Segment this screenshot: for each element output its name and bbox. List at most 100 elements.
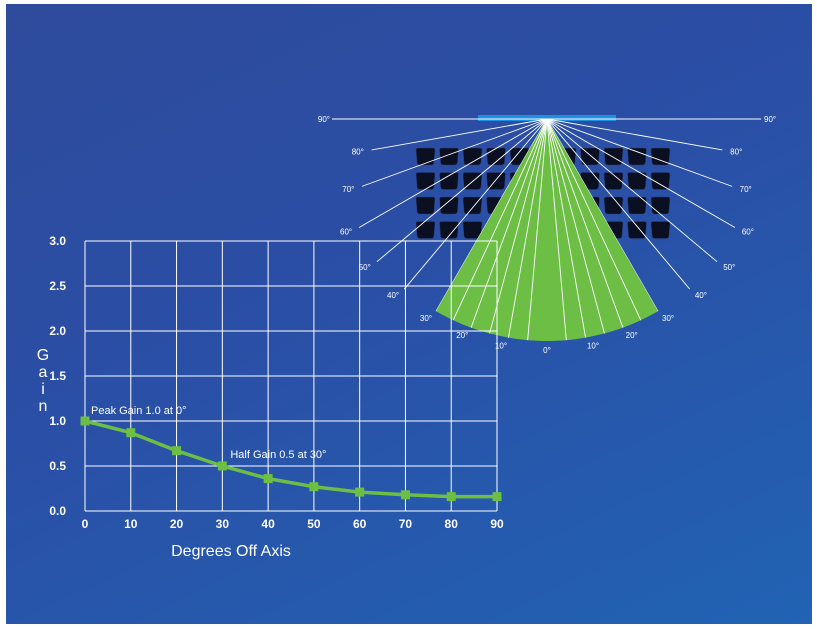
seat: [415, 172, 436, 190]
angle-label-left: 90°: [318, 115, 330, 124]
x-tick-label: 90: [490, 517, 504, 531]
y-tick-label: 2.0: [49, 324, 66, 338]
y-axis-label-letter: n: [39, 398, 48, 415]
seat: [627, 172, 647, 190]
coverage-diagram: 90° 90° 80° 80° 70° 70° 60° 60° 50° 50° 40° 40° 30° 3…: [318, 115, 776, 355]
coverage-fan: [436, 119, 658, 341]
data-point: [446, 492, 456, 502]
seat: [603, 196, 624, 215]
x-tick-label: 50: [307, 517, 321, 531]
angle-label-left: 50°: [359, 263, 371, 272]
angle-label-right: 60°: [742, 228, 754, 237]
y-tick-label: 0.5: [49, 459, 66, 473]
gain-chart: 0.0 0.5 1.0 1.5 2.0 2.5 3.0 0 10 20 30 40 50 60 70 80 9…: [37, 234, 504, 560]
fan-ray: [489, 118, 548, 334]
angle-label-left: 60°: [340, 228, 352, 237]
data-point: [400, 490, 410, 500]
data-point: [80, 416, 90, 426]
seat: [486, 172, 506, 190]
gain-series: [80, 416, 502, 502]
seat: [650, 196, 671, 215]
y-axis-label-letter: i: [41, 381, 45, 398]
annotation-half-gain: Half Gain 0.5 at 30°: [230, 449, 326, 461]
x-axis-label: Degrees Off Axis: [171, 543, 291, 560]
canvas: 90° 90° 80° 80° 70° 70° 60° 60° 50° 50° 40° 40° 30° 3…: [6, 4, 812, 624]
seat: [439, 147, 459, 166]
fan-ray: [546, 118, 567, 341]
speaker-bar: [478, 115, 616, 121]
seat: [415, 196, 436, 215]
angle-label-left: 30°: [420, 314, 432, 323]
data-point: [172, 446, 182, 456]
y-axis-label-letter: G: [37, 347, 49, 364]
y-axis-label: Gain: [37, 347, 49, 415]
seat: [486, 147, 506, 166]
angle-line: [546, 118, 718, 263]
angle-line: [361, 118, 548, 187]
angle-line: [546, 118, 723, 151]
data-point: [263, 474, 273, 484]
seat: [415, 221, 436, 239]
angle-label-center: 0°: [543, 346, 551, 355]
data-point: [355, 487, 365, 497]
fan-ray: [452, 118, 548, 321]
seat: [462, 196, 483, 215]
angle-label-right: 30°: [662, 314, 674, 323]
x-tick-label: 10: [124, 517, 138, 531]
data-point: [126, 428, 136, 438]
x-tick-labels: 0 10 20 30 40 50 60 70 80 90: [82, 517, 504, 531]
angle-label-right: 50°: [723, 263, 735, 272]
fan-ray: [508, 118, 548, 338]
x-tick-label: 70: [399, 517, 413, 531]
data-point: [492, 492, 502, 502]
y-tick-label: 1.0: [49, 414, 66, 428]
data-point: [217, 461, 227, 471]
seat: [650, 172, 671, 190]
angle-label-left: 70°: [342, 185, 354, 194]
y-axis-label-letter: a: [39, 364, 48, 381]
x-tick-label: 20: [170, 517, 184, 531]
angle-label-left: 80°: [352, 147, 364, 156]
gain-line: [84, 419, 497, 499]
fan-ray: [470, 118, 548, 328]
angle-label-left: 40°: [387, 291, 399, 300]
angle-label-right: 40°: [695, 291, 707, 300]
fan-ray: [546, 118, 605, 334]
angle-label-right: 90°: [764, 115, 776, 124]
seat: [462, 147, 483, 166]
y-tick-labels: 0.0 0.5 1.0 1.5 2.0 2.5 3.0: [49, 234, 66, 518]
x-tick-label: 40: [261, 517, 275, 531]
angle-label-right: 80°: [730, 147, 742, 156]
seat: [650, 147, 671, 166]
y-tick-label: 3.0: [49, 234, 66, 248]
fan-ray: [527, 118, 548, 341]
angle-line: [546, 118, 733, 187]
seat: [439, 196, 459, 215]
coverage-and-gain-figure: 90° 90° 80° 80° 70° 70° 60° 60° 50° 50° 40° 40° 30° 3…: [37, 115, 776, 560]
angle-label-right: 20°: [626, 331, 638, 340]
angle-label-left: 20°: [456, 331, 468, 340]
seat: [603, 147, 624, 166]
angle-line: [358, 118, 548, 228]
x-tick-label: 30: [216, 517, 230, 531]
seat: [627, 196, 647, 215]
seat: [627, 221, 647, 239]
y-tick-label: 0.0: [49, 504, 66, 518]
seat: [415, 147, 436, 166]
x-tick-label: 0: [82, 517, 89, 531]
seat: [650, 221, 671, 239]
annotation-peak-gain: Peak Gain 1.0 at 0°: [91, 405, 187, 417]
y-tick-label: 1.5: [49, 369, 66, 383]
fan-ray: [546, 118, 586, 338]
x-tick-label: 60: [353, 517, 367, 531]
angle-label-left: 10°: [495, 342, 507, 351]
y-tick-label: 2.5: [49, 279, 66, 293]
chart-grid: [84, 240, 498, 512]
angle-label-right: 10°: [587, 342, 599, 351]
angle-label-right: 70°: [740, 185, 752, 194]
seat: [439, 172, 459, 190]
angle-line: [403, 118, 548, 290]
angle-line: [546, 118, 736, 228]
seat: [439, 221, 459, 239]
angle-line: [376, 118, 548, 263]
